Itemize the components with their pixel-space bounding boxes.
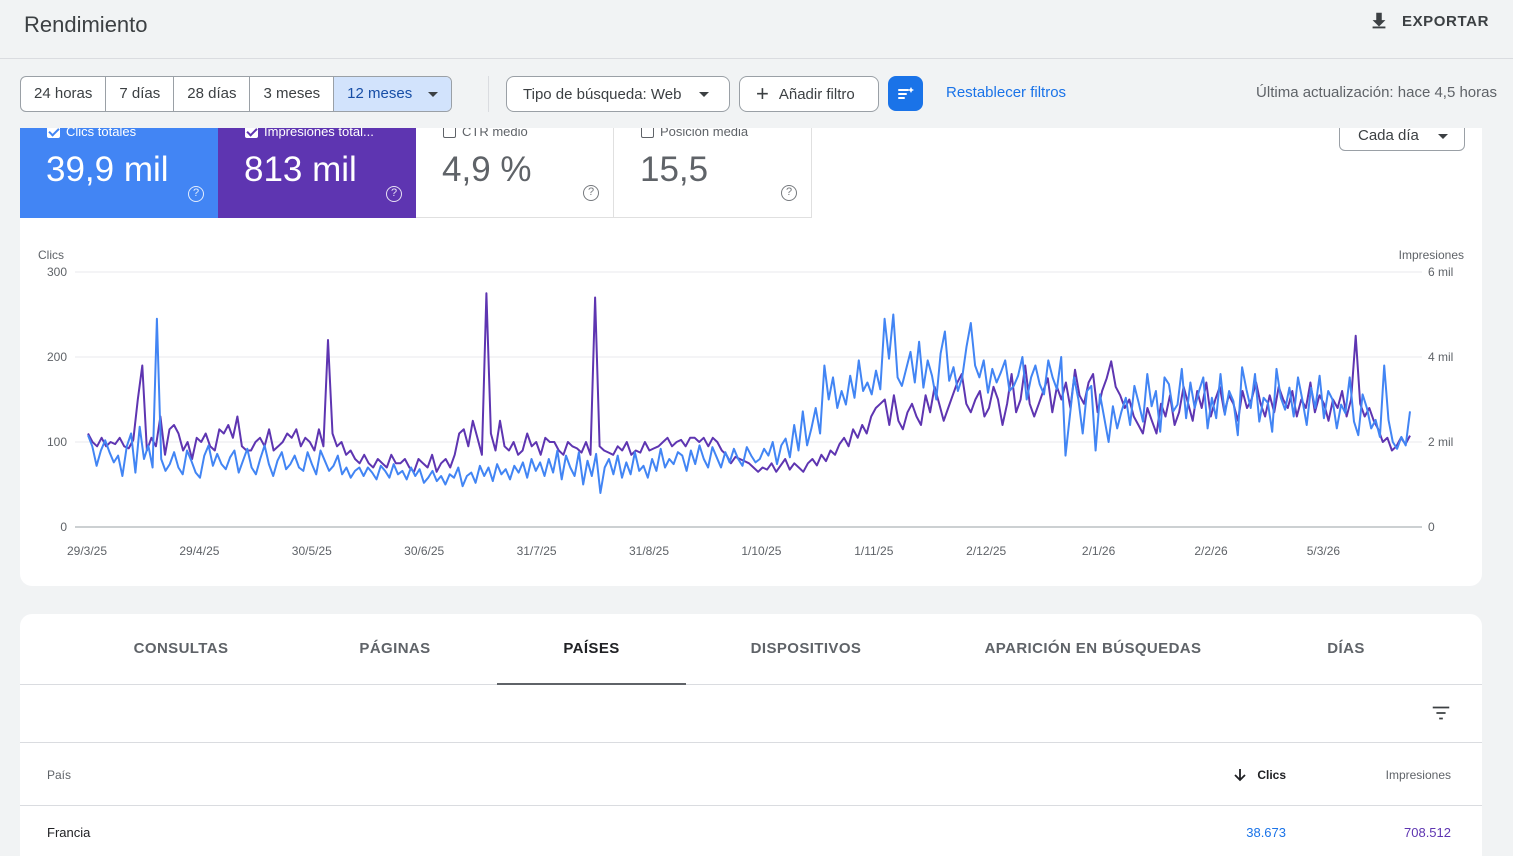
y-tick-label: 300 xyxy=(47,265,67,279)
series-line-impresiones xyxy=(87,292,1411,473)
table-header: País Clics Impresiones xyxy=(20,744,1482,806)
metric-clicks-value: 39,9 mil xyxy=(46,150,169,189)
range-3m[interactable]: 3 meses xyxy=(250,77,335,111)
tab-dias[interactable]: DÍAS xyxy=(1327,640,1365,657)
metric-card-position[interactable]: Posición media 15,5 ? xyxy=(614,128,812,218)
metric-label-ctr: CTR medio xyxy=(443,128,528,139)
metric-position-label: Posición media xyxy=(660,128,749,139)
column-header-clicks[interactable]: Clics xyxy=(1233,768,1286,782)
help-icon[interactable]: ? xyxy=(781,185,797,201)
y2-tick-label: 0 xyxy=(1428,520,1435,534)
date-range-selector: 24 horas 7 días 28 días 3 meses 12 meses xyxy=(20,76,453,112)
x-tick-label: 31/8/25 xyxy=(629,544,669,558)
filter-settings-icon xyxy=(897,86,914,99)
help-icon[interactable]: ? xyxy=(188,186,204,202)
chevron-down-icon xyxy=(1438,134,1448,139)
x-tick-label: 5/3/26 xyxy=(1307,544,1341,558)
x-tick-label: 1/11/25 xyxy=(854,544,893,558)
y2-tick-label: 4 mil xyxy=(1428,350,1453,364)
table-row[interactable]: Francia 38.673 708.512 xyxy=(20,807,1482,856)
metric-card-ctr[interactable]: CTR medio 4,9 % ? xyxy=(416,128,614,218)
checkbox-ctr[interactable] xyxy=(443,128,456,138)
download-icon xyxy=(1372,12,1386,29)
tab-paginas[interactable]: PÁGINAS xyxy=(359,640,431,657)
y-tick-label: 200 xyxy=(47,350,67,364)
x-tick-label: 30/5/25 xyxy=(292,544,332,558)
chevron-down-icon xyxy=(699,91,710,97)
metric-label-impressions: Impresiones total... xyxy=(245,128,374,139)
sort-filter-icon[interactable] xyxy=(1430,702,1452,724)
range-12m-label: 12 meses xyxy=(347,85,413,102)
metric-label-clicks: Clics totales xyxy=(47,128,136,139)
reset-filters-link[interactable]: Restablecer filtros xyxy=(946,84,1067,101)
column-header-country[interactable]: País xyxy=(47,768,72,782)
metric-card-impressions[interactable]: Impresiones total... 813 mil ? xyxy=(218,128,416,218)
metric-card-clicks[interactable]: Clics totales 39,9 mil ? xyxy=(20,128,218,218)
metric-position-value: 15,5 xyxy=(640,150,709,189)
tab-aparicion[interactable]: APARICIÓN EN BÚSQUEDAS xyxy=(984,640,1202,657)
x-tick-label: 2/2/26 xyxy=(1194,544,1228,558)
y2-tick-label: 6 mil xyxy=(1428,265,1453,279)
metric-ctr-label: CTR medio xyxy=(462,128,528,139)
chevron-down-icon xyxy=(428,91,439,97)
y2-axis-title: Impresiones xyxy=(1399,248,1464,262)
x-tick-label: 2/12/25 xyxy=(966,544,1006,558)
search-type-label: Tipo de búsqueda: Web xyxy=(523,85,682,103)
granularity-select[interactable]: Cada día xyxy=(1339,128,1465,151)
page-header: Rendimiento EXPORTAR xyxy=(0,0,1513,59)
x-tick-label: 29/4/25 xyxy=(179,544,219,558)
help-icon[interactable]: ? xyxy=(386,186,402,202)
y2-tick-label: 2 mil xyxy=(1428,435,1453,449)
x-tick-label: 31/7/25 xyxy=(517,544,557,558)
metric-ctr-value: 4,9 % xyxy=(442,150,532,189)
filter-settings-button[interactable] xyxy=(888,76,923,111)
export-button[interactable]: EXPORTAR xyxy=(1368,10,1489,32)
divider xyxy=(488,76,489,112)
filter-bar: 24 horas 7 días 28 días 3 meses 12 meses… xyxy=(0,60,1513,130)
arrow-down-icon xyxy=(1234,769,1246,782)
series-line-clics xyxy=(87,313,1411,494)
export-label: EXPORTAR xyxy=(1401,12,1489,30)
range-12m[interactable]: 12 meses xyxy=(334,77,452,111)
checkbox-clicks[interactable] xyxy=(47,128,60,138)
plus-icon: + xyxy=(756,81,769,106)
performance-line-chart: Clics Impresiones 0 0 100 2 mil 200 4 mil 300 6 m… xyxy=(38,248,1464,558)
dimension-tabs: CONSULTAS PÁGINAS PAÍSES DISPOSITIVOS AP… xyxy=(20,614,1482,685)
range-7d[interactable]: 7 días xyxy=(106,77,175,111)
checkbox-impressions[interactable] xyxy=(245,128,258,138)
metric-impressions-label: Impresiones total... xyxy=(264,128,374,139)
y-axis-title: Clics xyxy=(38,248,64,262)
range-24h[interactable]: 24 horas xyxy=(21,77,107,111)
add-filter-label: Añadir filtro xyxy=(778,85,855,103)
x-tick-label: 29/3/25 xyxy=(67,544,107,558)
x-tick-label: 2/1/26 xyxy=(1082,544,1116,558)
add-filter-button[interactable]: + Añadir filtro xyxy=(739,76,879,112)
tab-paises[interactable]: PAÍSES xyxy=(497,614,686,685)
range-28d[interactable]: 28 días xyxy=(174,77,251,111)
y-tick-label: 100 xyxy=(47,435,67,449)
column-clicks-label: Clics xyxy=(1257,768,1286,782)
x-tick-label: 30/6/25 xyxy=(404,544,444,558)
y-tick-label: 0 xyxy=(60,520,67,534)
cell-country: Francia xyxy=(47,825,91,840)
metric-label-position: Posición media xyxy=(641,128,748,139)
checkbox-position[interactable] xyxy=(641,128,654,138)
granularity-label: Cada día xyxy=(1358,128,1419,144)
tab-dispositivos[interactable]: DISPOSITIVOS xyxy=(750,640,862,657)
performance-chart-card: Clics totales 39,9 mil ? Impresiones tot… xyxy=(20,128,1482,586)
cell-impressions: 708.512 xyxy=(1404,825,1451,840)
metric-clicks-label: Clics totales xyxy=(66,128,137,139)
column-header-impressions[interactable]: Impresiones xyxy=(1385,768,1451,782)
tab-consultas[interactable]: CONSULTAS xyxy=(133,640,229,657)
page-title: Rendimiento xyxy=(24,12,148,37)
search-type-filter[interactable]: Tipo de búsqueda: Web xyxy=(506,76,730,112)
help-icon[interactable]: ? xyxy=(583,185,599,201)
cell-clicks: 38.673 xyxy=(1246,825,1286,840)
dimension-table-card: CONSULTAS PÁGINAS PAÍSES DISPOSITIVOS AP… xyxy=(20,614,1482,856)
last-update-text: Última actualización: hace 4,5 horas xyxy=(1256,84,1497,101)
table-toolbar xyxy=(20,685,1482,743)
metric-impressions-value: 813 mil xyxy=(244,150,357,189)
x-tick-label: 1/10/25 xyxy=(741,544,781,558)
